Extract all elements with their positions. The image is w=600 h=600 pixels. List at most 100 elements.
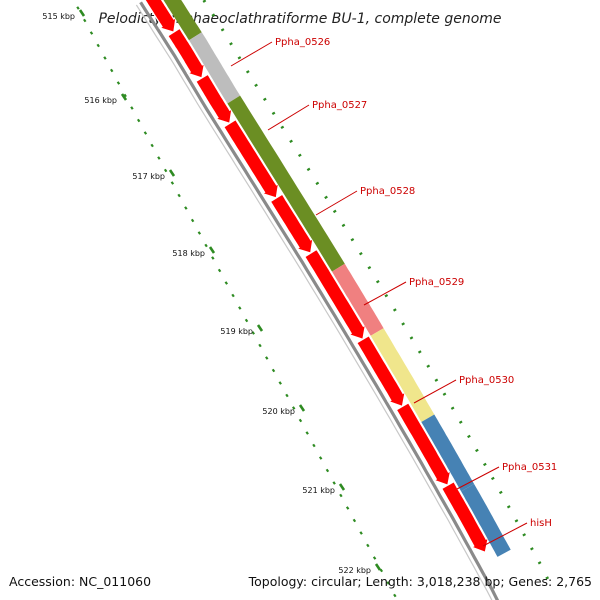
gc-skew-mark	[475, 448, 479, 453]
ruler-dot	[393, 593, 397, 598]
ruler-dot	[345, 506, 350, 510]
kbp-tick-label: 516 kbp	[84, 96, 117, 105]
ruler-dot	[285, 393, 289, 398]
gene-feature-band	[189, 32, 241, 104]
ruler-dot	[143, 131, 148, 135]
ruler-dot	[116, 81, 121, 85]
gc-skew-mark	[324, 195, 328, 200]
gc-skew-mark	[306, 167, 311, 172]
gc-skew-mark	[341, 223, 346, 228]
cds-arrow	[269, 193, 314, 254]
gc-skew-mark	[514, 519, 519, 523]
gc-skew-mark	[297, 153, 302, 158]
gc-skew-mark	[498, 490, 503, 495]
ruler-dot	[325, 468, 330, 473]
kbp-tick-label: 517 kbp	[132, 172, 165, 181]
accession-label: Accession: NC_011060	[9, 574, 152, 589]
gc-skew-mark	[367, 265, 372, 270]
ruler-dot	[238, 306, 242, 310]
gene-label: Ppha_0531	[502, 462, 557, 473]
gene-label: Ppha_0526	[275, 37, 330, 48]
gc-skew-mark	[426, 364, 431, 368]
gc-skew-mark	[262, 97, 267, 102]
cds-arrow	[195, 73, 233, 125]
kbp-tick-label: 520 kbp	[262, 407, 295, 416]
backbone-outer-line	[139, 1, 500, 600]
ruler-dot	[318, 456, 323, 460]
ruler-dot	[136, 118, 141, 123]
gene-leader-line	[267, 104, 310, 131]
gc-skew-mark	[545, 576, 550, 580]
gc-skew-mark	[442, 392, 447, 396]
ruler-dot	[312, 443, 316, 448]
kbp-tick-label: 515 kbp	[42, 12, 75, 21]
gc-skew-mark	[315, 181, 320, 186]
ruler-dot	[204, 243, 208, 248]
ruler-dot	[366, 543, 370, 548]
ruler-dot	[103, 56, 107, 60]
kbp-tick-label: 519 kbp	[220, 327, 253, 336]
gene-feature-band	[227, 95, 345, 272]
gene-feature-band	[461, 484, 511, 557]
map-title: Pelodictyon phaeoclathratiforme BU-1, co…	[98, 11, 501, 27]
gc-skew-mark	[220, 28, 225, 32]
ruler-dot	[386, 581, 390, 585]
gene-leader-line	[363, 281, 407, 306]
ruler-dot	[265, 356, 269, 360]
ruler-dot	[231, 293, 235, 298]
gc-skew-mark	[522, 533, 527, 537]
ruler-dot	[190, 218, 195, 223]
ruler-dot	[298, 418, 303, 423]
ruler-dot	[163, 168, 168, 173]
ruler-dot	[372, 556, 377, 560]
gc-skew-mark	[271, 111, 276, 116]
ruler-tick	[78, 9, 86, 17]
kbp-tick-label: 522 kbp	[338, 566, 371, 575]
gc-skew-mark	[537, 561, 542, 565]
cds-arrow	[395, 402, 452, 486]
cds-arrow	[222, 118, 280, 199]
ruler-dot	[211, 256, 215, 260]
gene-label: Ppha_0530	[459, 375, 514, 386]
gc-skew-mark	[375, 279, 380, 284]
gc-skew-mark	[229, 42, 233, 46]
ruler-tick	[256, 324, 264, 332]
ruler-dot	[305, 431, 309, 435]
gene-feature-band	[332, 263, 384, 336]
gc-skew-mark	[358, 251, 363, 256]
ruler-dot	[130, 106, 134, 110]
gc-skew-mark	[384, 293, 389, 298]
gene-leader-line	[482, 522, 528, 547]
gc-skew-mark	[392, 308, 397, 312]
ruler-dot	[109, 68, 114, 73]
cds-arrow	[355, 334, 406, 408]
gc-skew-mark	[409, 336, 414, 340]
ruler-dot	[96, 43, 100, 48]
ruler-dot	[332, 481, 336, 485]
ruler-dot	[170, 181, 175, 185]
ruler-tick	[298, 404, 306, 412]
ruler-dot	[271, 368, 276, 373]
gene-leader-line	[315, 190, 358, 216]
ruler-dot	[76, 6, 80, 10]
ruler-tick	[208, 246, 216, 254]
ruler-tick	[374, 563, 382, 571]
kbp-tick-label: 521 kbp	[302, 486, 335, 495]
gc-skew-mark	[332, 209, 337, 214]
ruler-dot	[339, 493, 343, 498]
gc-skew-mark	[490, 476, 495, 481]
ruler-dot	[83, 18, 87, 23]
gc-skew-mark	[254, 83, 258, 88]
gc-skew-mark	[458, 420, 463, 424]
ruler-dot	[123, 93, 127, 98]
gc-skew-mark	[401, 322, 405, 326]
kbp-tick-label: 518 kbp	[172, 249, 205, 258]
gene-feature-band	[163, 0, 202, 41]
gc-skew-mark	[467, 434, 471, 439]
cds-arrow	[303, 248, 367, 341]
gc-skew-mark	[280, 125, 285, 130]
genome-summary: Topology: circular; Length: 3,018,238 bp…	[248, 574, 592, 589]
ruler-tick	[168, 169, 176, 177]
